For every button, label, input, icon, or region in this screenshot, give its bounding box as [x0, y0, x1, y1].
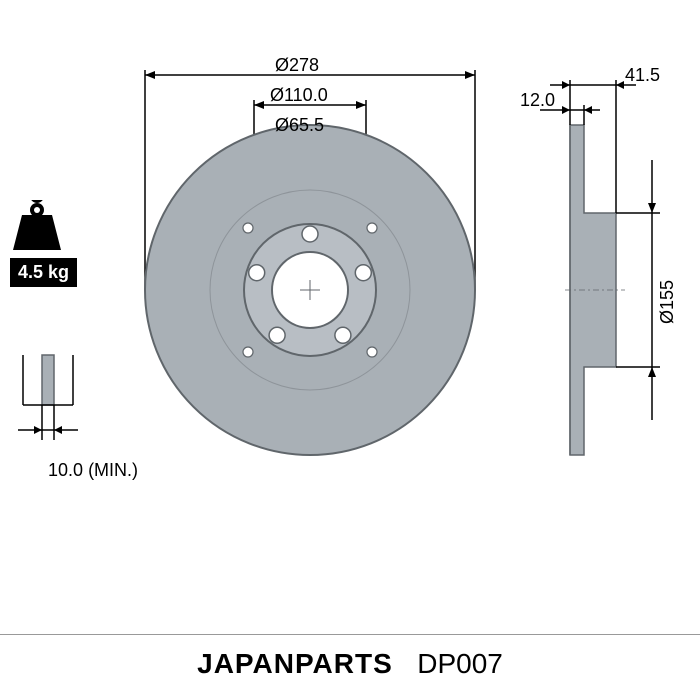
dim-disc-thickness: 12.0: [520, 90, 555, 111]
diagram-canvas: TEXTAR 4.5 kg 10.0 (MIN.): [0, 0, 700, 700]
rotor-front-view: [120, 40, 500, 520]
dim-hub-diameter: Ø155: [657, 280, 678, 324]
weight-icon: [10, 200, 65, 255]
part-number: DP007: [417, 648, 503, 679]
dim-overall-width-lines: [550, 80, 636, 213]
dim-outer-diameter: Ø278: [275, 55, 319, 76]
min-thickness-value: 10.0: [48, 460, 83, 480]
weight-block: 4.5 kg: [10, 200, 77, 287]
weight-value: 4.5 kg: [10, 258, 77, 287]
brand-label: JAPANPARTS: [197, 648, 393, 679]
weight-number: 4.5: [18, 262, 43, 282]
dim-overall-width: 41.5: [625, 65, 660, 86]
footer: JAPANPARTS DP007: [0, 648, 700, 680]
thickness-icon: [18, 345, 98, 465]
weight-unit: kg: [48, 262, 69, 282]
rotor-body: [145, 125, 475, 455]
dim-pcd: Ø110.0: [270, 85, 328, 106]
dim-center-bore: Ø65.5: [275, 115, 324, 136]
footer-separator: [0, 634, 700, 635]
